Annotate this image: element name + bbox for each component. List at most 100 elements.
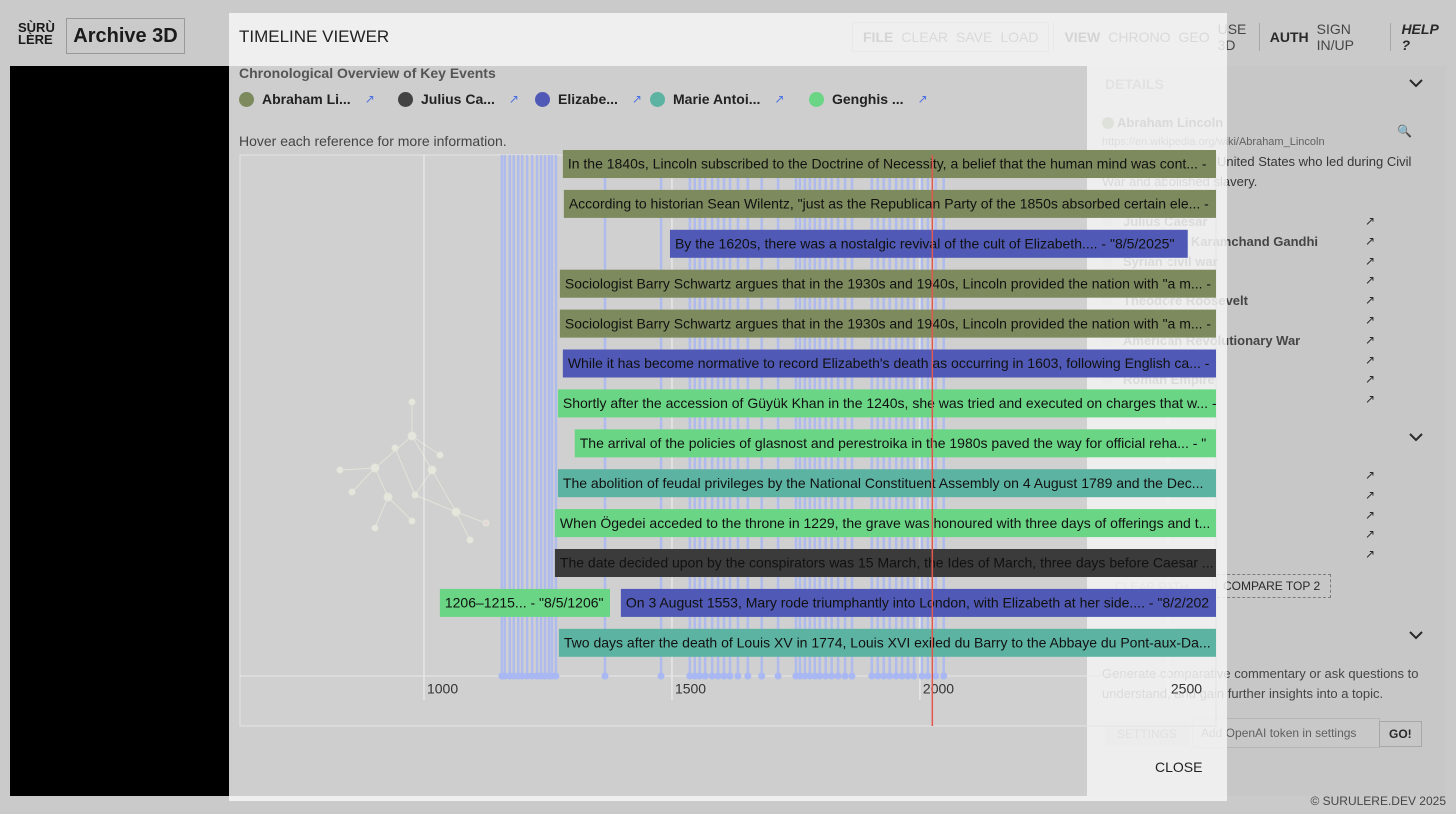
event-label: The arrival of the policies of glasnost … <box>580 435 1207 451</box>
path-link[interactable]: ↗ <box>1365 527 1376 542</box>
logo[interactable]: SÙRÙ LÈRE <box>18 20 55 47</box>
legend-item[interactable]: Elizabe... ↗ <box>535 91 642 107</box>
chevron-line <box>1409 79 1423 88</box>
event-dot <box>940 672 948 680</box>
legend-swatch <box>535 91 550 107</box>
event-dot <box>657 672 665 680</box>
event-dot <box>501 672 509 680</box>
legend-label: Genghis ... <box>832 91 904 107</box>
event-label: While it has become normative to record … <box>568 355 1210 371</box>
event-dot <box>822 672 830 680</box>
related-link[interactable]: ↗ <box>1365 233 1376 248</box>
legend-link[interactable]: ↗ <box>631 92 642 106</box>
event-dot <box>552 672 560 680</box>
event-dot <box>696 672 704 680</box>
menu-group: HELP ? <box>1390 21 1456 53</box>
hint: Hover each reference for more informatio… <box>239 133 507 149</box>
event-dot <box>523 672 531 680</box>
path-link[interactable]: ↗ <box>1365 547 1376 562</box>
app-title: Archive 3D <box>66 18 185 54</box>
event-label: The abolition of feudal privileges by th… <box>563 475 1204 491</box>
legend-link[interactable]: ↗ <box>774 92 785 106</box>
event-dot <box>828 672 836 680</box>
chevron[interactable] <box>1409 78 1423 88</box>
description: United States who led during Civil <box>1217 154 1412 169</box>
event-dot <box>734 672 742 680</box>
event-dot <box>880 672 888 680</box>
event-dot <box>758 672 766 680</box>
menu-item[interactable]: AUTH <box>1269 29 1309 45</box>
event-label: Two days after the death of Louis XV in … <box>564 635 1211 651</box>
menu-item[interactable]: HELP ? <box>1401 21 1439 53</box>
event-bar <box>620 588 1216 617</box>
related-link[interactable]: ↗ <box>1365 273 1376 288</box>
modal: TIMELINE VIEWER Chronological Overview o… <box>229 13 1227 801</box>
menu-group: AUTH SIGN IN/UP <box>1258 21 1391 53</box>
related-link[interactable]: ↗ <box>1365 372 1376 387</box>
related-link[interactable]: ↗ <box>1365 332 1376 347</box>
event-bar <box>574 429 1216 458</box>
related-link[interactable]: ↗ <box>1365 392 1376 407</box>
event-bar <box>558 628 1216 657</box>
chevron[interactable] <box>1409 630 1423 640</box>
event-bar <box>562 150 1216 178</box>
event-dot <box>918 672 926 680</box>
menu-item[interactable]: SIGN IN/UP <box>1316 21 1354 53</box>
event-dot <box>774 672 782 680</box>
event-dot <box>910 672 918 680</box>
event-dot <box>726 672 734 680</box>
go-button[interactable]: GO! <box>1379 721 1422 747</box>
close-button[interactable]: CLOSE <box>1155 759 1203 775</box>
related-link[interactable]: ↗ <box>1365 214 1376 228</box>
path-link[interactable]: ↗ <box>1365 468 1376 482</box>
related-link[interactable]: ↗ <box>1365 352 1376 367</box>
event-bars: In the 1840s, Lincoln subscribed to the … <box>439 150 1216 657</box>
event-label: On 3 August 1553, Mary rode triumphantly… <box>626 595 1209 611</box>
legend-item[interactable]: Abraham Li... ↗ <box>239 91 375 107</box>
event-dot <box>816 672 824 680</box>
legend-swatch <box>650 91 665 107</box>
event-bar <box>554 509 1216 538</box>
event-dot <box>841 672 849 680</box>
related-link[interactable]: ↗ <box>1365 253 1376 268</box>
legend-item[interactable]: Marie Antoi... ↗ <box>650 91 784 107</box>
event-label: The date decided upon by the conspirator… <box>560 555 1214 571</box>
legend-link[interactable]: ↗ <box>508 92 519 106</box>
related-link[interactable]: ↗ <box>1365 313 1376 327</box>
legend-item[interactable]: Julius Ca... ↗ <box>398 91 519 107</box>
event-dot <box>868 672 876 680</box>
modal-subtitle: Chronological Overview of Key Events <box>239 65 496 81</box>
event-dot <box>892 672 900 680</box>
legend-swatch <box>398 91 413 107</box>
chevron[interactable] <box>1409 432 1423 442</box>
event-label: In the 1840s, Lincoln subscribed to the … <box>568 156 1207 172</box>
event-dot <box>714 672 722 680</box>
event-bar <box>439 588 610 617</box>
path-link[interactable]: ↗ <box>1365 507 1376 522</box>
event-dot <box>932 672 940 680</box>
event-dot <box>708 672 716 680</box>
logo-line: SÙRÙ <box>18 20 55 35</box>
legend-link[interactable]: ↗ <box>364 92 375 106</box>
event-label: Sociologist Barry Schwartz argues that i… <box>565 275 1212 291</box>
legend-label: Elizabe... <box>558 91 618 107</box>
legend-link[interactable]: ↗ <box>917 92 928 106</box>
event-label: Sociologist Barry Schwartz argues that i… <box>565 315 1212 331</box>
search-icon[interactable]: 🔍 <box>1397 124 1412 138</box>
event-bar <box>557 389 1216 418</box>
x-tick-label: 1500 <box>675 681 706 697</box>
path-link[interactable]: ↗ <box>1365 487 1376 502</box>
event-label: By the 1620s, there was a nostalgic revi… <box>675 236 1174 252</box>
related-link[interactable]: ↗ <box>1365 293 1376 308</box>
event-bar <box>669 229 1188 258</box>
event-bar <box>559 269 1216 298</box>
timeline: 1000 1500 2000 2500 In the 1840s, Lincoln su… <box>239 150 1217 727</box>
event-dot <box>886 672 894 680</box>
event-dot <box>796 672 804 680</box>
logo-line: LÈRE <box>18 32 53 47</box>
legend: Abraham Li... ↗ Julius Ca... ↗ Elizabe... ↗ Ma… <box>239 91 1219 111</box>
event-bar <box>562 349 1216 378</box>
legend-item[interactable]: Genghis ... ↗ <box>809 91 928 107</box>
legend-label: Abraham Li... <box>262 91 351 107</box>
